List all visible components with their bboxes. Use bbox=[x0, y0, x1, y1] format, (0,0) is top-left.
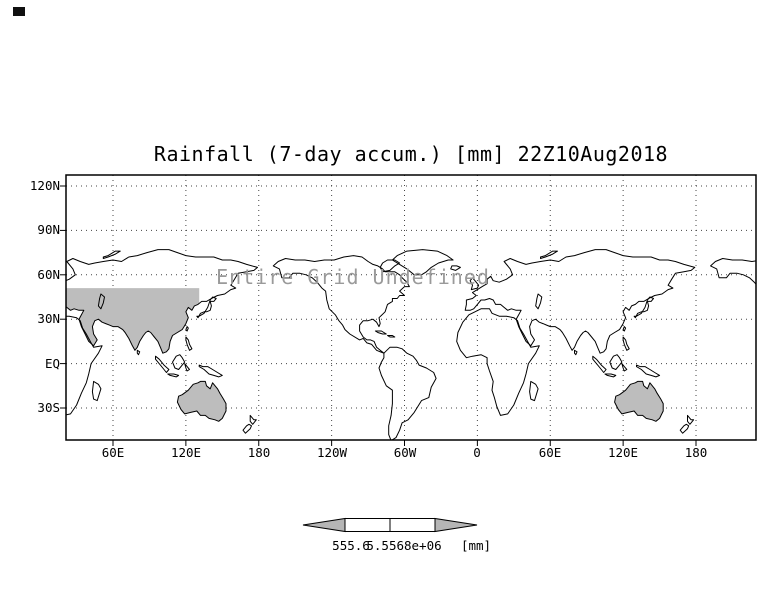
coastline-sulawesi bbox=[184, 363, 190, 372]
coastline-borneo bbox=[172, 354, 186, 370]
colorbar-tick-label: 555.6 bbox=[332, 538, 370, 553]
axis-ticks bbox=[60, 185, 697, 446]
x-tick-label: 180 bbox=[247, 445, 271, 460]
coastline-nz_n bbox=[687, 414, 695, 425]
coastline-borneo bbox=[609, 354, 623, 370]
coastline-japan bbox=[196, 296, 217, 319]
coastline-eurasia bbox=[464, 249, 696, 354]
asia-land-shading bbox=[66, 288, 200, 354]
y-tick-label: 30S bbox=[37, 400, 60, 415]
x-tick-label: 60E bbox=[101, 445, 125, 460]
x-tick-label: 60E bbox=[538, 445, 562, 460]
plot-border bbox=[65, 174, 757, 441]
y-tick-label: EQ bbox=[44, 356, 60, 371]
coastline-uk bbox=[469, 277, 480, 291]
coastline-madagascar bbox=[91, 380, 102, 402]
coastline-srilanka bbox=[574, 349, 578, 356]
coastline-namerica bbox=[272, 255, 410, 354]
coastline-madagascar bbox=[529, 380, 539, 402]
x-tick-label: 180 bbox=[684, 445, 708, 460]
coastline-greenland bbox=[391, 249, 454, 276]
coastline-japan bbox=[633, 296, 654, 319]
coastline-novaya bbox=[102, 250, 121, 259]
coastline-newguinea bbox=[636, 364, 661, 378]
coastline-australia bbox=[176, 380, 227, 422]
colorbar-segment bbox=[344, 518, 391, 532]
australia-land-shading bbox=[177, 381, 664, 422]
coastlines bbox=[66, 249, 756, 440]
coastline-eurasia bbox=[66, 249, 258, 354]
x-tick-label: 120E bbox=[607, 445, 639, 460]
y-tick-label: 30N bbox=[37, 311, 60, 326]
coastline-caspian bbox=[97, 293, 105, 310]
coastline-africa bbox=[456, 308, 540, 416]
grid-undefined-message: Entire Grid Undefined bbox=[216, 265, 490, 289]
coastline-sumatra bbox=[155, 355, 170, 373]
colorbar-left-arrow bbox=[302, 517, 346, 533]
coastline-nz_n bbox=[249, 414, 257, 425]
coastline-hispaniola bbox=[387, 335, 396, 338]
coastline-baffin bbox=[379, 259, 401, 273]
colorbar-tick-label: 5.5568e+06 bbox=[366, 538, 442, 553]
coastline-java bbox=[167, 373, 180, 378]
colorbar-right-arrow bbox=[434, 517, 478, 533]
coastline-philippines bbox=[185, 336, 193, 351]
coastline-srilanka bbox=[136, 349, 141, 356]
coastline-newguinea bbox=[198, 364, 223, 378]
plot-title: Rainfall (7-day accum.) [mm] 22Z10Aug201… bbox=[153, 142, 669, 166]
coastline-australia bbox=[614, 380, 664, 422]
coastline-philippines bbox=[622, 336, 630, 351]
coastline-africa bbox=[66, 315, 103, 416]
y-tick-label: 60N bbox=[37, 267, 60, 282]
coastline-cuba bbox=[374, 330, 387, 335]
coastline-samerica bbox=[378, 346, 437, 440]
coastline-caspian bbox=[535, 293, 543, 310]
coastline-taiwan bbox=[185, 326, 189, 332]
gridlines bbox=[66, 175, 756, 440]
coastline-taiwan bbox=[622, 326, 627, 332]
coastline-java bbox=[604, 373, 617, 378]
colorbar-unit-label: [mm] bbox=[460, 538, 492, 553]
x-tick-label: 60W bbox=[393, 445, 417, 460]
y-tick-label: 90N bbox=[37, 222, 60, 237]
x-tick-label: 120W bbox=[316, 445, 348, 460]
x-tick-label: 0 bbox=[473, 445, 481, 460]
coastline-novaya bbox=[540, 250, 558, 259]
x-tick-label: 120E bbox=[170, 445, 202, 460]
coastline-nz_s bbox=[679, 423, 690, 434]
colorbar-segment bbox=[389, 518, 436, 532]
coastline-sulawesi bbox=[621, 363, 628, 372]
coastline-nz_s bbox=[242, 423, 252, 434]
y-tick-label: 120N bbox=[29, 178, 60, 193]
coastline-iceland bbox=[450, 265, 461, 271]
coastline-sumatra bbox=[592, 355, 607, 373]
cursor-artifact bbox=[13, 7, 25, 16]
